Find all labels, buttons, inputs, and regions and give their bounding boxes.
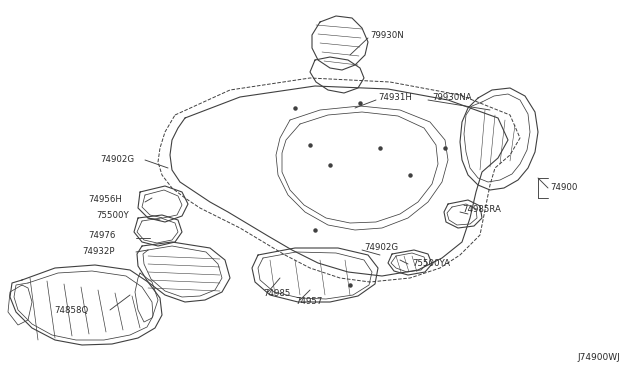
- Text: 74858Q: 74858Q: [54, 305, 88, 314]
- Text: 74985: 74985: [263, 289, 291, 298]
- Text: 79930NA: 79930NA: [432, 93, 472, 103]
- Text: 75500Y: 75500Y: [96, 212, 129, 221]
- Text: 74976: 74976: [88, 231, 115, 241]
- Text: J74900WJ: J74900WJ: [577, 353, 620, 362]
- Text: 74957: 74957: [295, 298, 323, 307]
- Text: 74931H: 74931H: [378, 93, 412, 103]
- Text: 74985RA: 74985RA: [462, 205, 501, 215]
- Text: 74900: 74900: [550, 183, 577, 192]
- Text: 74956H: 74956H: [88, 196, 122, 205]
- Text: 74932P: 74932P: [82, 247, 115, 256]
- Text: 75500YA: 75500YA: [412, 259, 450, 267]
- Text: 79930N: 79930N: [370, 32, 404, 41]
- Text: 74902G: 74902G: [364, 244, 398, 253]
- Text: 74902G: 74902G: [100, 155, 134, 164]
